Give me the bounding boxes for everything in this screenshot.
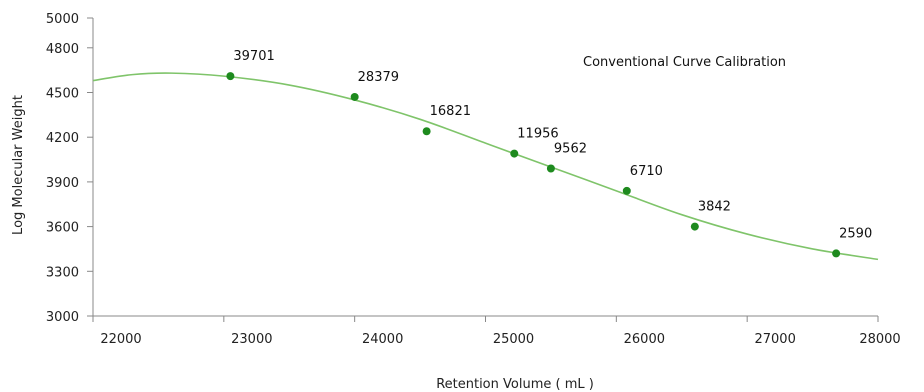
chart-title: Conventional Curve Calibration	[583, 55, 786, 70]
x-tick-label: 22000	[100, 332, 141, 347]
point-label: 16821	[430, 104, 471, 119]
point-label: 9562	[554, 141, 587, 156]
data-point	[832, 249, 841, 258]
x-tick-label: 24000	[362, 332, 403, 347]
x-tick-label: 26000	[624, 332, 665, 347]
data-point	[510, 149, 519, 158]
data-point	[622, 186, 631, 195]
y-tick-label: 3000	[46, 310, 79, 325]
y-tick-label: 4800	[46, 42, 79, 57]
x-tick-label: 28000	[859, 332, 900, 347]
y-tick-label: 5000	[46, 12, 79, 27]
data-point	[350, 92, 359, 101]
y-tick-label: 4500	[46, 87, 79, 102]
point-label: 28379	[358, 70, 399, 85]
data-point	[226, 72, 235, 81]
y-axis-title: Log Molecular Weight	[11, 95, 26, 235]
data-point	[546, 164, 555, 173]
point-label: 2590	[839, 226, 872, 241]
y-tick-label: 3300	[46, 265, 79, 280]
y-tick-label: 4200	[46, 131, 79, 146]
data-point	[422, 127, 431, 136]
x-tick-label: 25000	[493, 332, 534, 347]
x-axis-title: Retention Volume ( mL )	[436, 377, 594, 392]
x-tick-label: 23000	[231, 332, 272, 347]
point-label: 11956	[517, 127, 558, 142]
point-label: 3842	[698, 200, 731, 215]
y-tick-label: 3600	[46, 221, 79, 236]
data-point	[690, 222, 699, 231]
point-label: 39701	[233, 49, 274, 64]
calibration-curve	[92, 72, 879, 261]
y-tick-label: 3900	[46, 176, 79, 191]
x-tick-label: 27000	[754, 332, 795, 347]
point-label: 6710	[630, 164, 663, 179]
